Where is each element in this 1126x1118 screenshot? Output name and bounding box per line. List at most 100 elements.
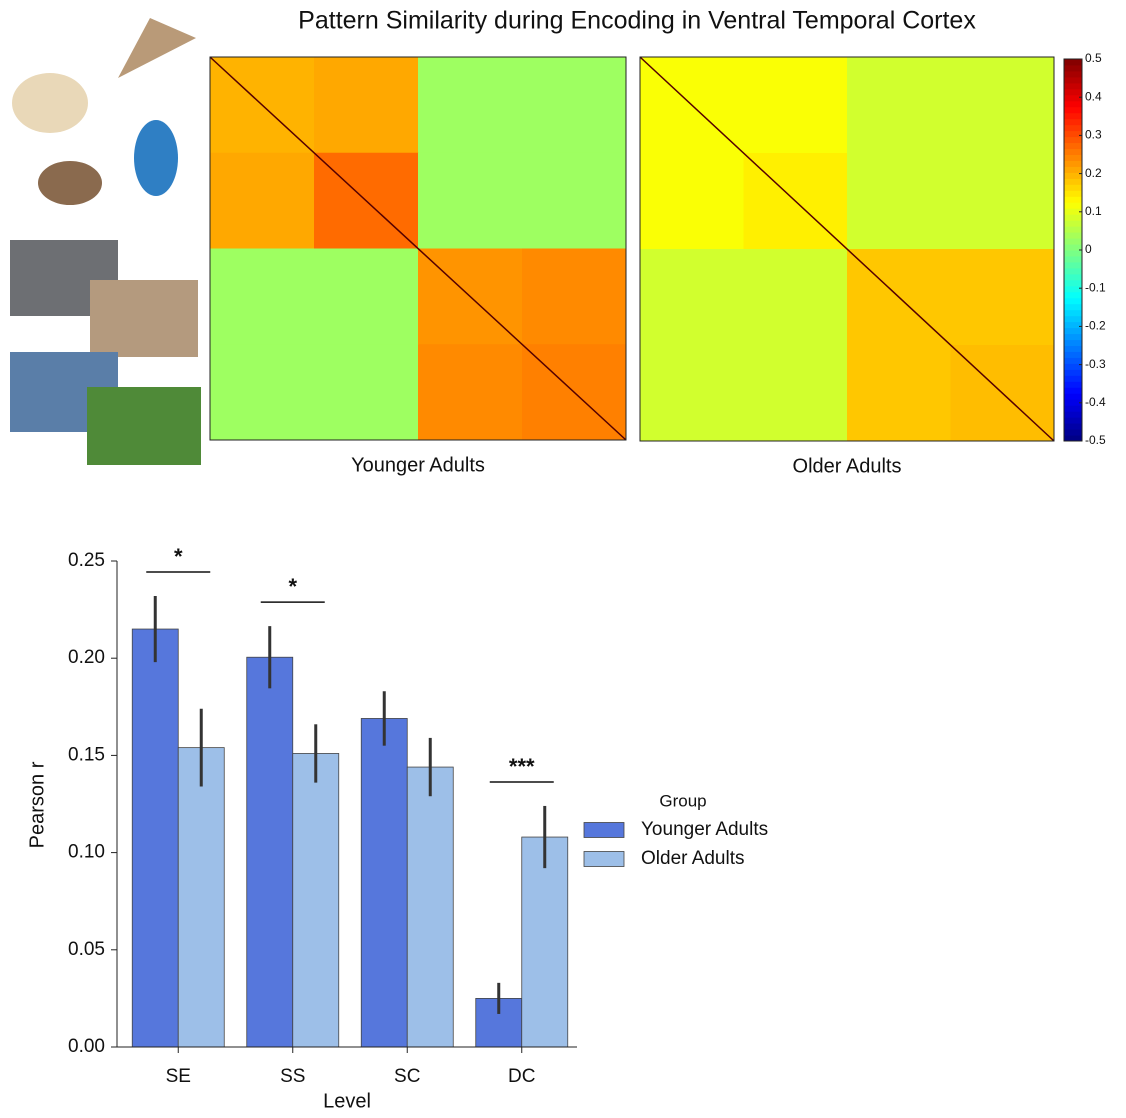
x-axis-label: Level	[323, 1090, 371, 1112]
colorbar-segment	[1064, 297, 1082, 305]
colorbar-segment	[1064, 411, 1082, 418]
colorbar-segment	[1064, 238, 1082, 245]
heatmap-cell	[950, 249, 1055, 346]
significance-label: *	[288, 574, 297, 599]
colorbar-segment	[1064, 76, 1082, 84]
colorbar-segment	[1064, 267, 1082, 275]
bar	[521, 836, 569, 1048]
colorbar-tick-label: 0.4	[1085, 89, 1102, 103]
colorbar-segment	[1064, 327, 1082, 335]
colorbar-segment	[1064, 82, 1082, 90]
y-tick-label: 0.00	[68, 1036, 105, 1057]
heatmap-cell	[314, 344, 419, 441]
colorbar-segment	[1064, 196, 1082, 203]
heatmap-cell	[418, 57, 523, 154]
colorbar-segment	[1064, 226, 1082, 233]
colorbar-segment	[1064, 363, 1082, 370]
diagonal	[639, 56, 1055, 442]
legend-swatch	[583, 851, 625, 867]
colorbar-segment	[1064, 291, 1082, 299]
significance-label: *	[174, 544, 183, 569]
colorbar-segment	[1064, 285, 1082, 293]
heatmap-cell	[950, 153, 1055, 250]
rabbit-image	[38, 161, 102, 205]
colorbar-tick-label: 0.5	[1085, 51, 1102, 65]
colorbar-tick-label: 0	[1085, 242, 1092, 256]
colorbar-segment	[1064, 261, 1082, 269]
colorbar-segment	[1064, 124, 1082, 132]
bar	[292, 753, 340, 1048]
colorbar-segment	[1064, 190, 1082, 197]
colorbar-tick-label: 0.1	[1085, 204, 1102, 218]
colorbar-segment	[1064, 94, 1082, 102]
colorbar-segment	[1064, 178, 1082, 185]
heatmap-cell	[847, 345, 951, 442]
parrot-image	[134, 120, 178, 196]
y-tick-label: 0.20	[68, 647, 105, 668]
colorbar-segment	[1064, 202, 1082, 209]
colorbar-segment	[1064, 64, 1082, 72]
colorbar-segment	[1064, 375, 1082, 382]
heatmap-cell	[210, 152, 315, 249]
colorbar-segment	[1064, 393, 1082, 400]
colorbar-segment	[1064, 112, 1082, 120]
colorbar-segment	[1064, 339, 1082, 346]
heatmap-cell	[210, 344, 315, 441]
colorbar-segment	[1064, 381, 1082, 388]
heatmap-cell	[418, 152, 523, 249]
colorbar-segment	[1064, 148, 1082, 155]
heatmap-cell	[522, 152, 627, 249]
colorbar-segment	[1064, 250, 1082, 257]
heatmap-cell	[847, 57, 951, 154]
heatmap-cell	[950, 57, 1055, 154]
colorbar-tick-label: -0.1	[1085, 280, 1106, 294]
colorbar-segment	[1064, 166, 1082, 173]
colorbar-segment	[1064, 208, 1082, 215]
x-tick-label: SS	[280, 1066, 305, 1087]
heatmap-frame	[639, 56, 1055, 442]
colorbar-segment	[1064, 220, 1082, 227]
colorbar-segment	[1064, 106, 1082, 114]
colorbar-segment	[1064, 59, 1082, 66]
colorbar-segment	[1064, 214, 1082, 221]
heatmap-cell	[743, 249, 848, 346]
x-axis-label: Older Adults	[793, 455, 902, 477]
significance-label: ***	[509, 754, 535, 779]
colorbar-segment	[1064, 279, 1082, 287]
legend-swatch	[583, 822, 625, 838]
bedroom-image	[90, 280, 198, 357]
x-axis-label: Younger Adults	[351, 454, 485, 476]
colorbar-segment	[1064, 345, 1082, 352]
figure-title: Pattern Similarity during Encoding in Ve…	[298, 7, 976, 35]
colorbar-segment	[1064, 273, 1082, 281]
colorbar-segment	[1064, 172, 1082, 179]
colorbar-tick-label: -0.5	[1085, 433, 1106, 447]
colorbar-segment	[1064, 88, 1082, 96]
heatmap-cell	[640, 345, 744, 442]
x-tick-label: SC	[394, 1066, 420, 1087]
colorbar-segment	[1064, 399, 1082, 406]
bar	[406, 766, 454, 1048]
colorbar-segment	[1064, 232, 1082, 239]
colorbar-segment	[1064, 423, 1082, 430]
colorbar-segment	[1064, 315, 1082, 323]
y-axis-label: Pearson r	[26, 761, 48, 848]
colorbar-segment	[1064, 154, 1082, 161]
heatmap-cell	[743, 345, 848, 442]
bar	[360, 718, 408, 1048]
y-tick-label: 0.05	[68, 939, 105, 960]
colorbar-segment	[1064, 333, 1082, 341]
heatmap-cell	[743, 57, 848, 154]
colorbar-segment	[1064, 351, 1082, 358]
colorbar-tick-label: -0.4	[1085, 395, 1106, 409]
heatmap-cell	[522, 57, 627, 154]
diagonal	[209, 56, 627, 441]
y-tick-label: 0.10	[68, 842, 105, 863]
heatmap-cell	[314, 57, 419, 154]
colorbar-segment	[1064, 387, 1082, 394]
colorbar-segment	[1064, 417, 1082, 424]
colorbar-segment	[1064, 100, 1082, 108]
colorbar-tick-label: 0.3	[1085, 128, 1102, 142]
colorbar-segment	[1064, 160, 1082, 167]
colorbar-segment	[1064, 429, 1082, 436]
